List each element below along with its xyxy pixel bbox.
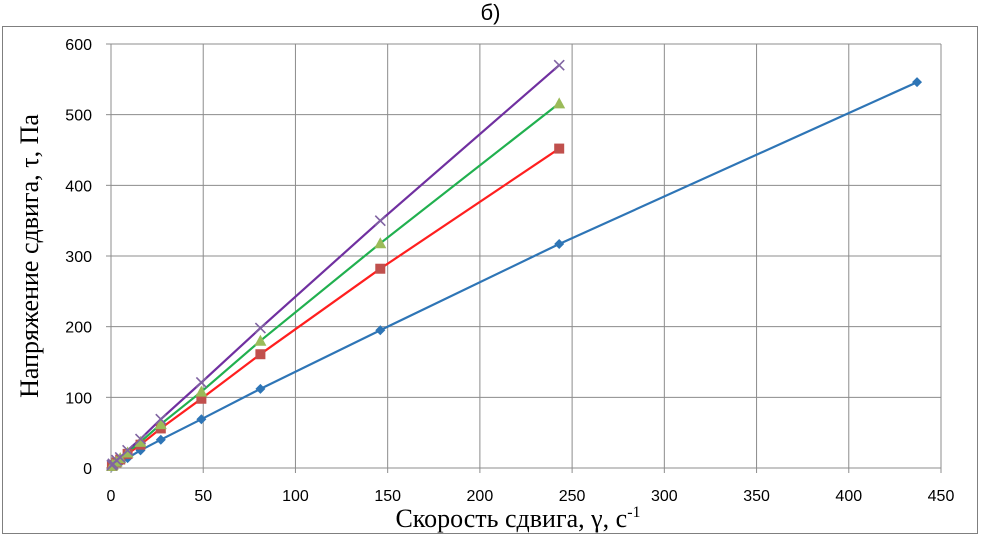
series-1-point	[155, 434, 166, 445]
series-1-point	[912, 77, 923, 88]
series-3-point	[195, 385, 208, 397]
series-2-point	[375, 263, 386, 274]
y-tick-label: 500	[65, 108, 92, 125]
x-axis-title: Скорость сдвига, γ, с-1	[395, 504, 640, 533]
series-1-point	[554, 238, 565, 249]
series-2-point	[196, 393, 207, 404]
axis-labels: Напряжение сдвига, τ, Па Скорость сдвига…	[15, 114, 641, 533]
series-3-point	[553, 97, 566, 109]
series-3-point	[154, 418, 167, 430]
x-tick-label: 350	[743, 488, 770, 505]
x-tick-label: 150	[374, 488, 401, 505]
y-tick-label: 0	[83, 461, 92, 478]
y-axis-title: Напряжение сдвига, τ, Па	[15, 114, 44, 398]
series-3-point	[121, 446, 134, 458]
axes: 0 50 100 150 200 250 300 350 400 450 0 100 200 300 400…	[65, 37, 954, 505]
series-1-point	[255, 383, 266, 394]
y-tick-label: 400	[65, 178, 92, 195]
series-2-line	[111, 147, 560, 467]
series-2-point	[554, 143, 565, 154]
series-4-point	[553, 59, 565, 71]
chart-title: б)	[480, 0, 501, 25]
x-tick-label: 450	[928, 488, 955, 505]
y-tick-label: 100	[65, 390, 92, 407]
series-3-line	[110, 102, 560, 467]
series-4-point	[155, 413, 167, 425]
series-4-point	[374, 215, 386, 227]
y-tick-label: 300	[65, 249, 92, 266]
series-4-point	[134, 433, 147, 445]
x-tick-label: 0	[107, 488, 116, 505]
x-axis-title-main: Скорость сдвига, γ, с	[395, 504, 627, 533]
series-3-point	[374, 237, 387, 249]
series-1-line	[111, 81, 918, 468]
series-2-point	[255, 349, 266, 360]
chart-frame	[2, 26, 978, 534]
x-tick-label: 300	[651, 488, 678, 505]
grid	[111, 43, 942, 468]
x-tick-label: 200	[467, 488, 494, 505]
y-tick-label: 600	[65, 37, 92, 54]
series-4-point	[195, 376, 207, 389]
series-1-point	[375, 325, 386, 336]
series-4-point	[254, 322, 266, 334]
x-tick-label: 250	[559, 488, 586, 505]
x-tick-label: 50	[194, 488, 212, 505]
series-3-point	[254, 334, 267, 346]
data-series	[105, 59, 923, 472]
y-tick-label: 200	[65, 320, 92, 337]
series-4-line	[110, 64, 560, 466]
x-tick-label: 400	[835, 488, 862, 505]
x-tick-label: 100	[282, 488, 309, 505]
x-axis-title-sup: -1	[627, 504, 640, 521]
series-1-point	[196, 414, 207, 425]
series-4-point	[122, 444, 134, 456]
series-3-point	[134, 435, 147, 447]
